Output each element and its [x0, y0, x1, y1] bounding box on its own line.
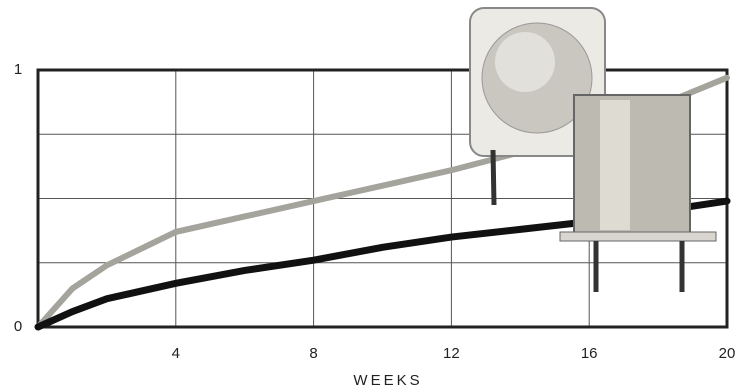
y-tick-label: 0: [14, 318, 22, 335]
crystal-photos: [469, 7, 717, 292]
crystal-disc-shine: [495, 32, 555, 92]
x-tick-label: 20: [719, 345, 736, 362]
crystal-can-shine: [600, 100, 630, 230]
crystal-pin: [490, 149, 497, 206]
x-tick-label: 12: [443, 345, 460, 362]
crystal-can: [573, 94, 691, 236]
x-tick-label: 4: [172, 345, 180, 362]
y-tick-label: 1: [14, 61, 22, 78]
x-tick-label: 16: [581, 345, 598, 362]
crystal-base: [559, 231, 717, 242]
x-tick-label: 8: [309, 345, 317, 362]
x-axis-label: WEEKS: [353, 372, 422, 389]
